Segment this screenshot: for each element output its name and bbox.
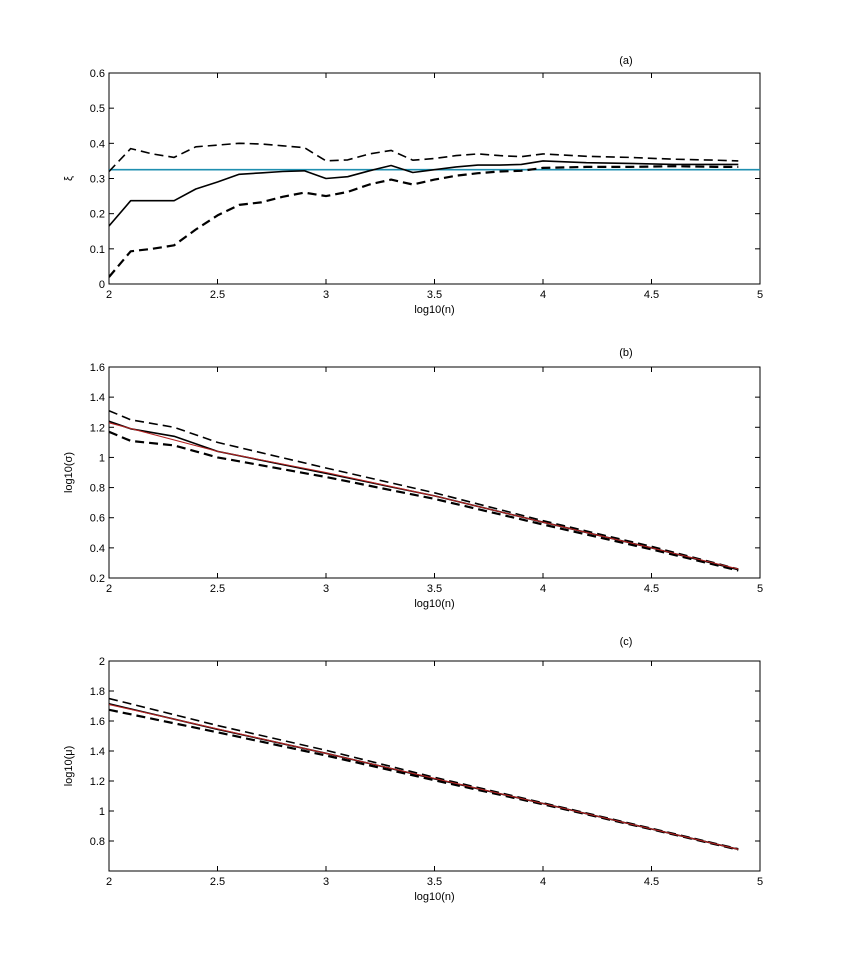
y-tick-label: 1 bbox=[99, 806, 105, 818]
x-tick-label: 3 bbox=[323, 876, 329, 888]
x-tick-label: 4.5 bbox=[644, 583, 659, 595]
y-tick-label: 1.4 bbox=[90, 392, 105, 404]
x-tick-label: 4.5 bbox=[644, 876, 659, 888]
x-tick-label: 3 bbox=[323, 583, 329, 595]
panel-a: 2 2.5 3 3.5 4 4.5 5 0 0.1 0.2 0.3 0.4 0.5 0.6 log10(n)… bbox=[63, 55, 763, 316]
series-line-median-solid bbox=[109, 160, 739, 227]
y-tick-label: 0.8 bbox=[90, 483, 105, 495]
y-tick-label: 0.4 bbox=[90, 138, 105, 150]
x-tick-label: 4 bbox=[540, 876, 546, 888]
fit-line bbox=[109, 422, 739, 570]
y-tick-label: 0.6 bbox=[90, 513, 105, 525]
x-tick-label: 2 bbox=[106, 583, 112, 595]
y-tick-label: 1.6 bbox=[90, 362, 105, 374]
y-tick-label: 0.6 bbox=[90, 68, 105, 80]
x-tick-label: 2.5 bbox=[210, 289, 225, 301]
y-tick-label: 0.4 bbox=[90, 543, 105, 555]
plot-area bbox=[109, 409, 739, 572]
panel-tag: (b) bbox=[619, 347, 632, 359]
panel-b: 2 2.5 3 3.5 4 4.5 5 0.2 0.4 0.6 0.8 1 1.2 1.4 1.6 log10… bbox=[63, 347, 763, 610]
x-axis-label: log10(n) bbox=[414, 304, 454, 316]
y-tick-label: 1.2 bbox=[90, 776, 105, 788]
plot-area bbox=[109, 697, 739, 851]
y-tick-label: 0.5 bbox=[90, 103, 105, 115]
x-tick-label: 2.5 bbox=[210, 876, 225, 888]
x-tick-label: 5 bbox=[757, 583, 763, 595]
x-tick-label: 4 bbox=[540, 289, 546, 301]
y-axis-label: ξ bbox=[63, 176, 75, 181]
plot-frame bbox=[108, 660, 761, 872]
y-tick-label: 1.4 bbox=[90, 746, 105, 758]
x-tick-label: 4 bbox=[540, 583, 546, 595]
x-tick-label: 3.5 bbox=[427, 876, 442, 888]
x-tick-label: 2 bbox=[106, 289, 112, 301]
panel-c: 2 2.5 3 3.5 4 4.5 5 0.8 1 1.2 1.4 1.6 1.8 2 log10(n) lo… bbox=[63, 636, 763, 903]
series-line-lower-dashed bbox=[109, 708, 739, 851]
y-tick-label: 0.3 bbox=[90, 174, 105, 186]
y-tick-label: 0.8 bbox=[90, 836, 105, 848]
y-tick-label: 1.8 bbox=[90, 686, 105, 698]
y-tick-label: 2 bbox=[99, 656, 105, 668]
x-tick-label: 3.5 bbox=[427, 289, 442, 301]
x-tick-label: 5 bbox=[757, 289, 763, 301]
x-tick-label: 2 bbox=[106, 876, 112, 888]
plot-frame bbox=[108, 366, 761, 579]
x-tick-label: 2.5 bbox=[210, 583, 225, 595]
y-axis-label: log10(σ) bbox=[63, 452, 75, 493]
x-tick-label: 5 bbox=[757, 876, 763, 888]
y-tick-label: 0 bbox=[99, 279, 105, 291]
y-tick-label: 1 bbox=[99, 452, 105, 464]
x-tick-label: 4.5 bbox=[644, 289, 659, 301]
plot-area bbox=[109, 142, 760, 278]
y-tick-label: 1.2 bbox=[90, 422, 105, 434]
y-axis-label: log10(μ) bbox=[63, 746, 75, 787]
x-tick-label: 3.5 bbox=[427, 583, 442, 595]
series-line-lower-dashed bbox=[109, 165, 739, 278]
y-tick-label: 1.6 bbox=[90, 716, 105, 728]
y-tick-label: 0.1 bbox=[90, 244, 105, 256]
series-line-upper-dashed bbox=[109, 697, 739, 850]
fit-line bbox=[109, 703, 739, 850]
y-tick-label: 0.2 bbox=[90, 209, 105, 221]
x-axis-label: log10(n) bbox=[414, 891, 454, 903]
x-tick-label: 3 bbox=[323, 289, 329, 301]
y-tick-label: 0.2 bbox=[90, 573, 105, 585]
series-line-lower-dashed bbox=[109, 430, 739, 572]
panel-tag: (c) bbox=[620, 636, 633, 648]
series-line-upper-dashed bbox=[109, 142, 739, 173]
x-axis-label: log10(n) bbox=[414, 598, 454, 610]
series-line-upper-dashed bbox=[109, 409, 739, 570]
panel-tag: (a) bbox=[619, 55, 632, 67]
